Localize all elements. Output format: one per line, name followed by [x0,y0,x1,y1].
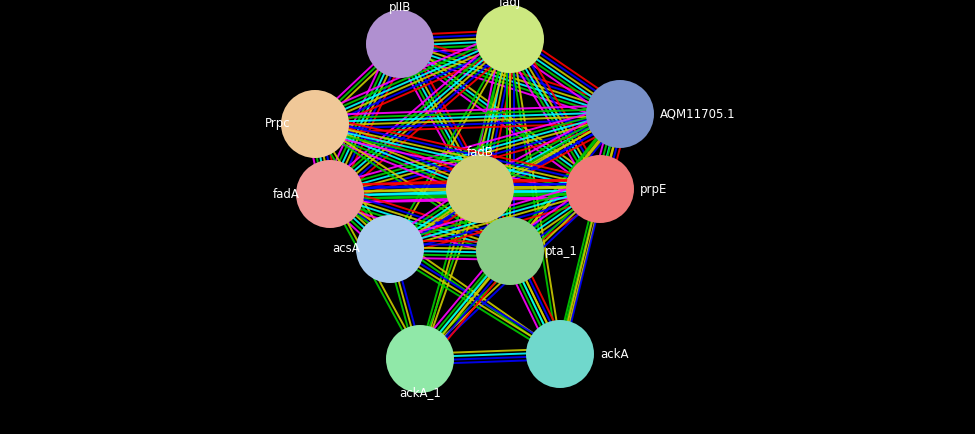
Circle shape [296,160,364,228]
Circle shape [446,155,514,223]
Circle shape [476,217,544,285]
Circle shape [526,320,594,388]
Text: Prpc: Prpc [264,118,290,131]
Text: pIIB: pIIB [389,1,411,14]
Text: AQM11705.1: AQM11705.1 [660,108,735,121]
Circle shape [366,10,434,78]
Text: ackA_1: ackA_1 [399,386,441,399]
Circle shape [281,90,349,158]
Text: fadB: fadB [466,146,493,159]
Text: fadA: fadA [273,187,300,201]
Circle shape [386,325,454,393]
Circle shape [356,215,424,283]
Circle shape [566,155,634,223]
Circle shape [586,80,654,148]
Text: acsA: acsA [332,243,360,256]
Text: fadJ: fadJ [499,0,521,9]
Text: prpE: prpE [640,183,667,195]
Text: ackA: ackA [600,348,629,361]
Circle shape [476,5,544,73]
Text: pta_1: pta_1 [545,244,578,257]
